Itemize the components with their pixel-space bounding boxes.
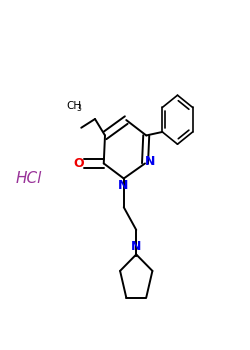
Text: O: O — [73, 157, 84, 170]
Text: N: N — [131, 240, 141, 253]
Text: 3: 3 — [76, 104, 81, 113]
Text: N: N — [145, 155, 156, 168]
Text: HCl: HCl — [16, 171, 42, 186]
Text: CH: CH — [66, 101, 81, 111]
Text: N: N — [118, 179, 128, 192]
